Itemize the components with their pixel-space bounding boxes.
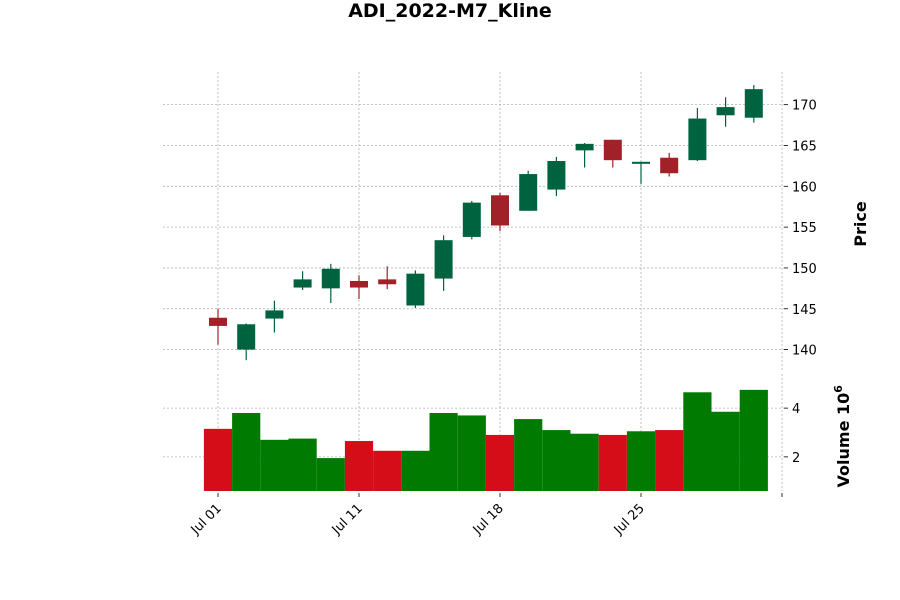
x-tick-label: Jul 11	[329, 501, 366, 538]
volume-bar	[401, 450, 430, 491]
candle	[350, 275, 368, 299]
candle-body	[406, 273, 425, 306]
candle-body	[632, 161, 650, 164]
candle	[744, 85, 763, 123]
price-tick-label: 145	[792, 303, 817, 318]
price-gridlines	[163, 104, 784, 350]
candle	[434, 235, 453, 291]
volume-bar	[316, 458, 345, 491]
candle	[265, 300, 284, 333]
candles	[209, 85, 763, 361]
candle-body	[350, 281, 368, 288]
candle	[491, 192, 509, 232]
volume-exponent-base: 10	[834, 393, 853, 415]
price-tick-label: 165	[792, 139, 817, 154]
volume-exponent-power: 6	[832, 385, 845, 393]
candle-body	[547, 160, 566, 190]
volume-bar	[260, 439, 289, 491]
candle-body	[434, 240, 453, 279]
volume-bar	[739, 389, 768, 491]
candle	[716, 97, 735, 127]
chart-title: ADI_2022-M7_Kline	[348, 0, 552, 22]
candle-body	[716, 107, 735, 116]
candle	[632, 161, 650, 184]
x-tick-label: Jul 01	[188, 501, 225, 538]
candle	[462, 200, 481, 240]
volume-bar	[626, 431, 656, 491]
volume-bar	[514, 419, 543, 491]
volume-tick-label: 4	[792, 402, 800, 417]
candle-body	[237, 324, 256, 350]
volume-bar	[598, 434, 627, 491]
price-tick-label: 150	[792, 262, 817, 277]
candle-body	[519, 174, 538, 211]
volume-tick-label: 2	[792, 451, 800, 466]
candle	[519, 170, 538, 211]
candle	[378, 266, 397, 290]
candle-body	[462, 202, 481, 237]
volume-axis-exponent: 106	[832, 385, 853, 415]
volume-bar	[542, 430, 571, 491]
volume-axis-ticks: 24	[784, 402, 800, 466]
candle	[237, 323, 256, 361]
candle-body	[603, 139, 622, 161]
candle	[688, 107, 707, 161]
volume-bar	[288, 438, 317, 491]
x-tick-label: Jul 25	[611, 501, 648, 538]
price-tick-label: 160	[792, 180, 817, 195]
candle-body	[575, 143, 594, 151]
x-axis-ticks: Jul 01 Jul 11 Jul 18 Jul 25	[188, 493, 783, 538]
price-tick-label: 170	[792, 99, 817, 114]
volume-bar	[203, 428, 233, 491]
volume-bar	[655, 430, 684, 491]
candle	[406, 270, 425, 308]
volume-bar	[457, 415, 486, 491]
volume-bar	[373, 450, 402, 491]
candle	[575, 143, 594, 168]
price-axis-ticks: 140 145 150 155 160 165 170	[784, 99, 817, 359]
volume-bar	[344, 441, 374, 491]
x-tick-label: Jul 18	[470, 501, 507, 538]
candle	[209, 308, 227, 345]
price-tick-label: 155	[792, 221, 817, 236]
candle-body	[378, 279, 397, 285]
candle-body	[293, 279, 312, 288]
candle-body	[491, 195, 509, 226]
volume-bar	[683, 392, 712, 491]
candle-body	[209, 317, 227, 326]
candle	[321, 263, 340, 304]
candle	[660, 152, 679, 177]
volume-bar	[570, 433, 599, 491]
candle-body	[744, 89, 763, 118]
candle-body	[688, 118, 707, 161]
candle	[603, 139, 622, 168]
price-tick-label: 140	[792, 344, 817, 359]
candle-body	[265, 310, 284, 319]
candle	[293, 271, 312, 290]
volume-bars	[203, 389, 768, 491]
volume-bar	[429, 413, 458, 491]
candle-body	[660, 157, 679, 174]
volume-bar	[485, 434, 515, 491]
volume-bar	[711, 411, 740, 491]
volume-bar	[232, 413, 261, 491]
volume-axis-label: Volume	[834, 420, 853, 487]
candle	[547, 156, 566, 197]
candle-body	[321, 268, 340, 289]
price-axis-label: Price	[851, 201, 870, 247]
